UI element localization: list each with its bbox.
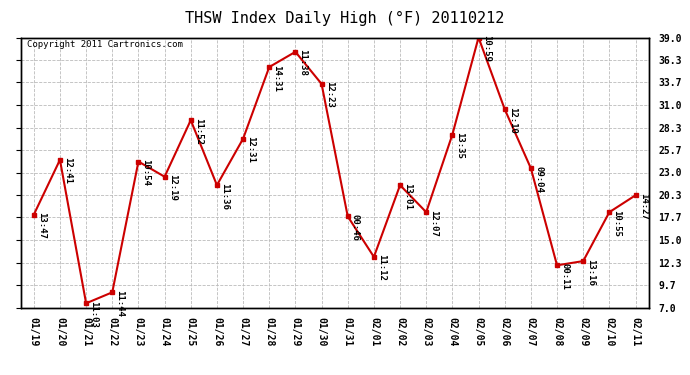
Text: 10:55: 10:55	[613, 210, 622, 237]
Text: 12:07: 12:07	[429, 210, 438, 237]
Text: 11:12: 11:12	[377, 254, 386, 281]
Text: 14:31: 14:31	[273, 64, 282, 92]
Text: THSW Index Daily High (°F) 20110212: THSW Index Daily High (°F) 20110212	[186, 11, 504, 26]
Text: 13:47: 13:47	[37, 212, 46, 239]
Text: 11:36: 11:36	[220, 183, 229, 210]
Text: 13:16: 13:16	[586, 259, 595, 285]
Text: 12:23: 12:23	[325, 81, 334, 108]
Text: 10:59: 10:59	[482, 35, 491, 62]
Text: 12:10: 12:10	[508, 107, 517, 134]
Text: 12:31: 12:31	[246, 136, 255, 163]
Text: 11:44: 11:44	[115, 290, 124, 316]
Text: 11:03: 11:03	[89, 301, 98, 328]
Text: 13:35: 13:35	[455, 132, 464, 159]
Text: 11:52: 11:52	[194, 118, 203, 144]
Text: 10:54: 10:54	[141, 159, 150, 186]
Text: 13:01: 13:01	[403, 183, 412, 210]
Text: 12:41: 12:41	[63, 158, 72, 184]
Text: 11:38: 11:38	[299, 50, 308, 76]
Text: 09:04: 09:04	[534, 166, 543, 193]
Text: Copyright 2011 Cartronics.com: Copyright 2011 Cartronics.com	[27, 40, 183, 49]
Text: 00:46: 00:46	[351, 214, 360, 241]
Text: 00:11: 00:11	[560, 263, 569, 290]
Text: 12:19: 12:19	[168, 174, 177, 201]
Text: 14:27: 14:27	[639, 193, 648, 220]
